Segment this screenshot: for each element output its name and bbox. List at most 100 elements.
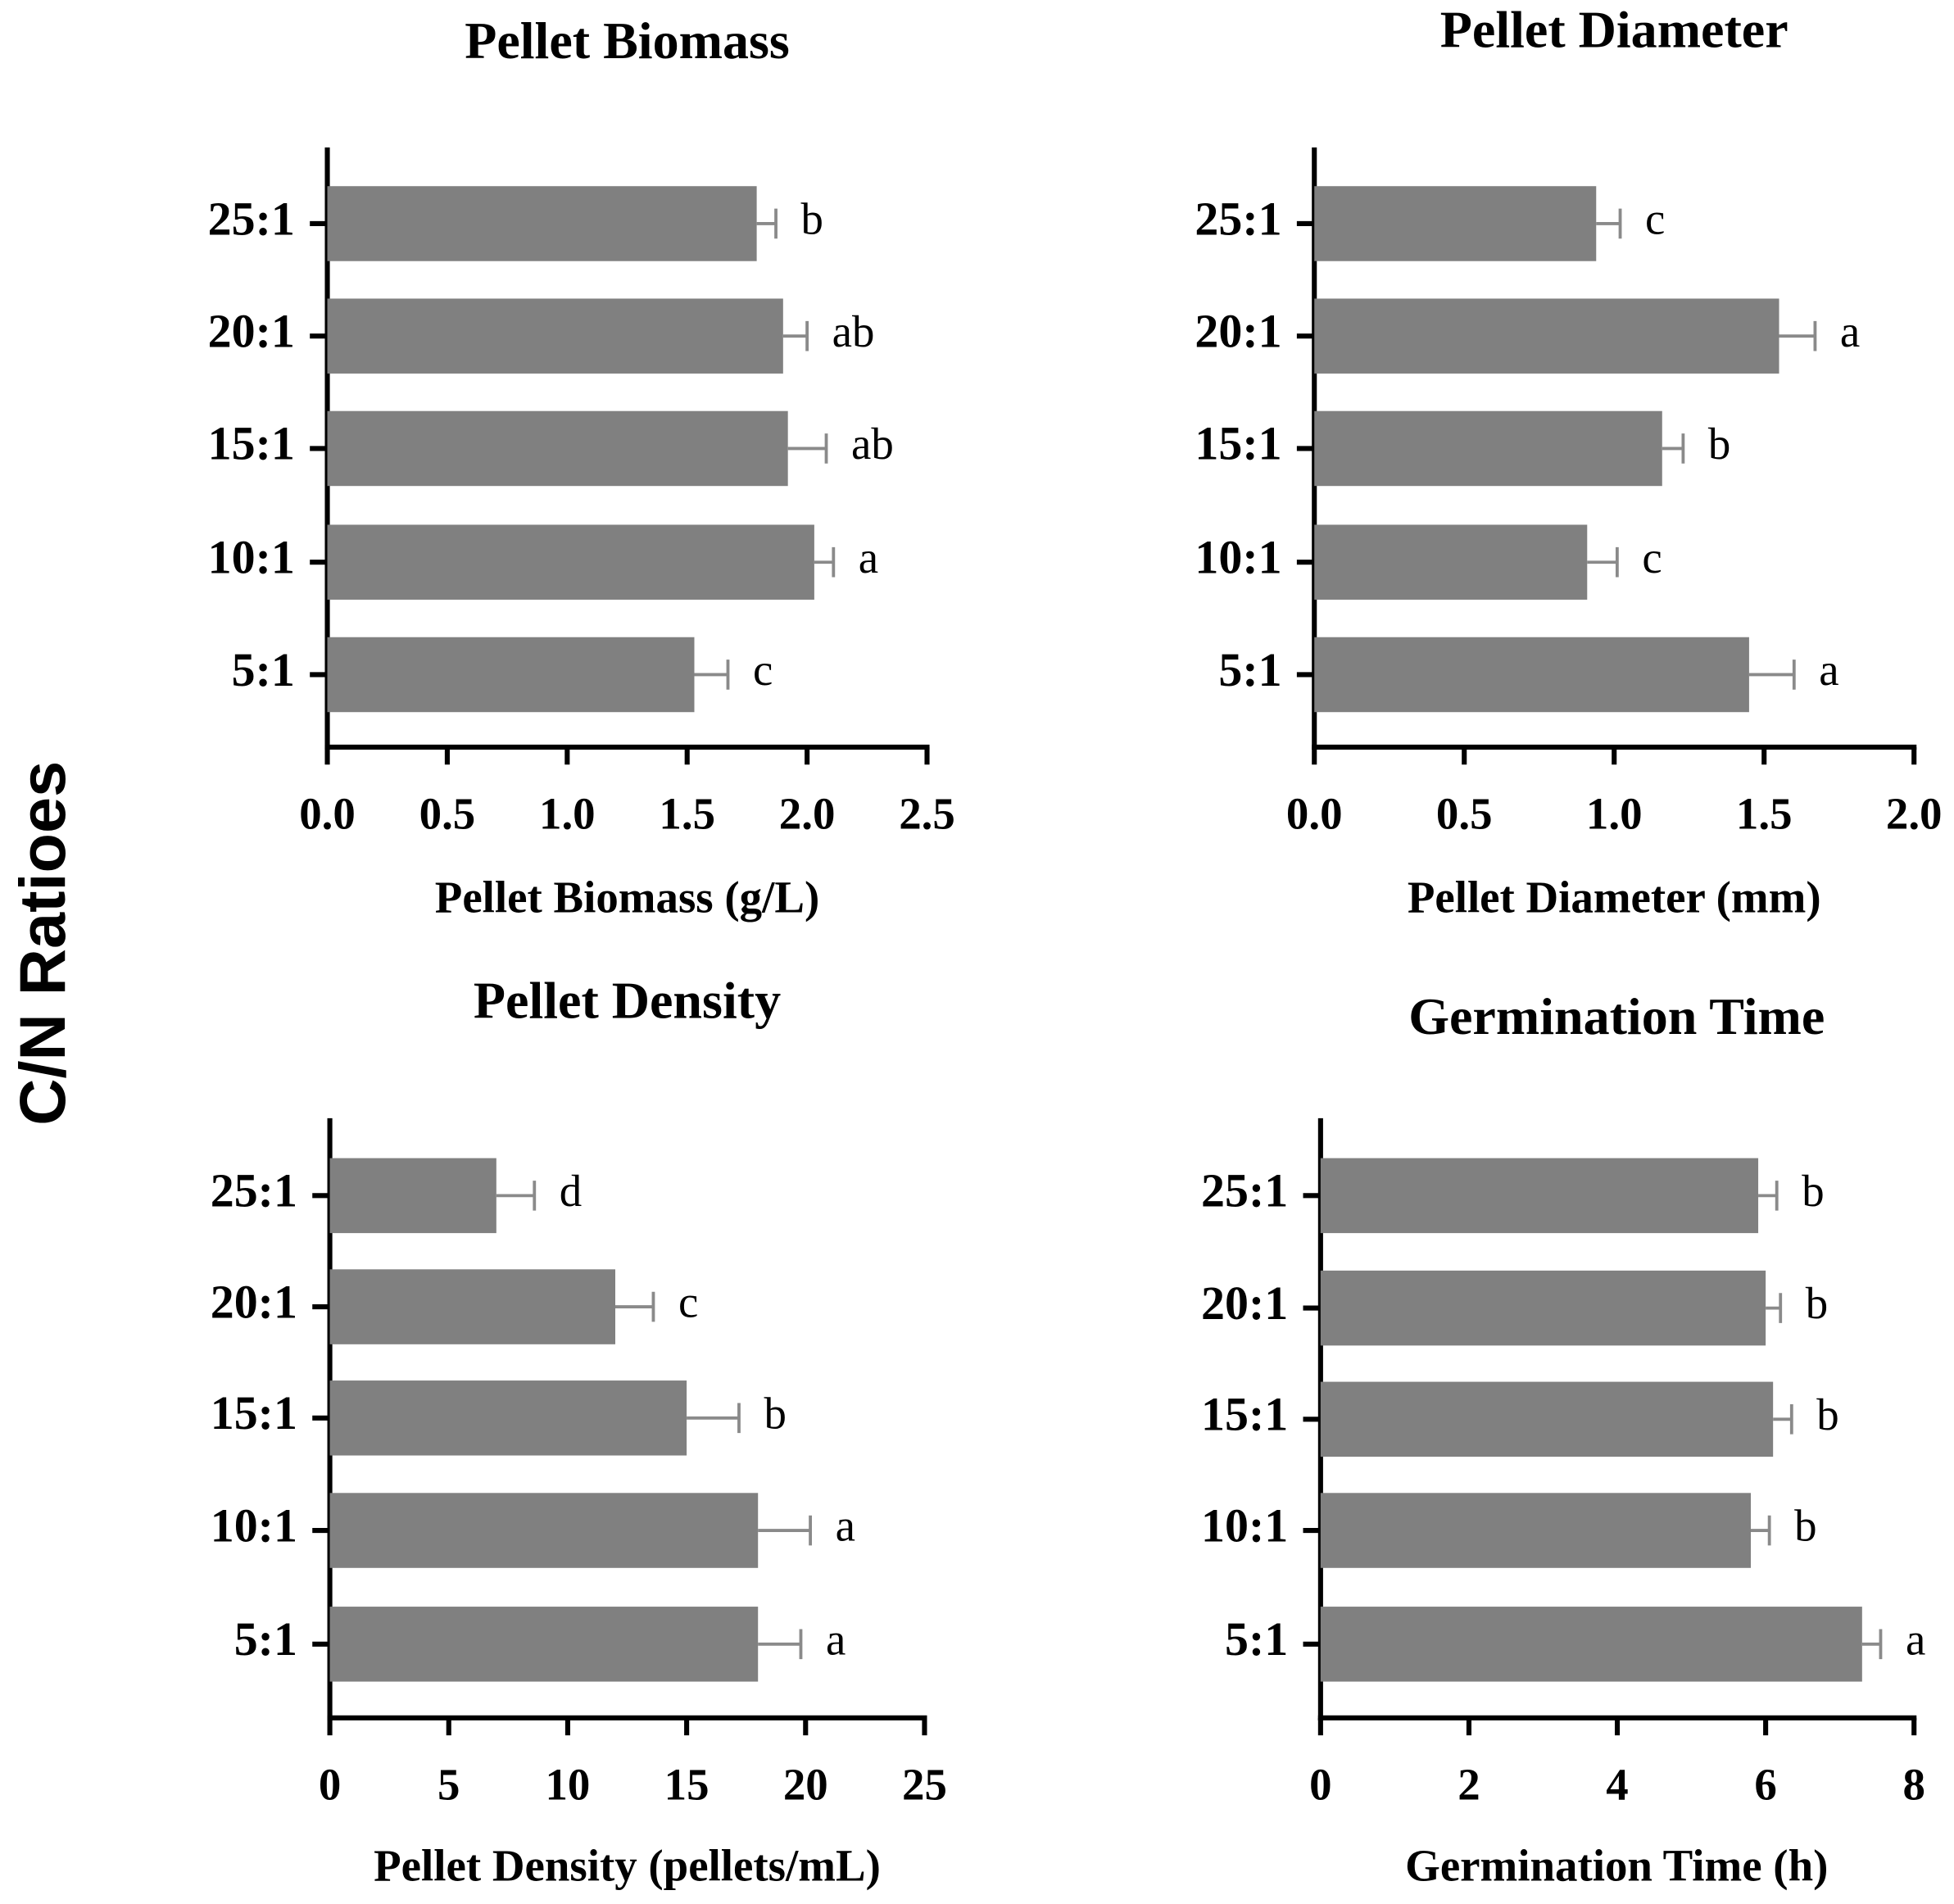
bar — [1314, 298, 1779, 374]
bar — [329, 1269, 616, 1344]
x-axis-label: Germination Time (h) — [1405, 1840, 1828, 1890]
y-tick-label: 25:1 — [208, 192, 295, 245]
bar — [1320, 1381, 1774, 1457]
error-bar — [787, 433, 828, 464]
y-tick-label: 15:1 — [211, 1386, 297, 1439]
y-tick-label: 10:1 — [211, 1498, 297, 1552]
error-bar — [758, 1629, 803, 1660]
bar — [1320, 1270, 1766, 1346]
bar — [1314, 524, 1588, 600]
y-tick-label: 25:1 — [1195, 192, 1281, 245]
x-tick-label: 0 — [319, 1759, 341, 1809]
error-bar — [756, 208, 778, 239]
error-bar — [1662, 433, 1685, 464]
y-tick-label: 15:1 — [1201, 1388, 1288, 1441]
x-tick-label: 8 — [1902, 1759, 1925, 1809]
error-bar — [1587, 546, 1619, 578]
significance-letter: b — [1806, 1278, 1828, 1328]
x-axis-label: Pellet Diameter (mm) — [1408, 873, 1821, 923]
bar — [1320, 1493, 1752, 1568]
y-tick-label: 5:1 — [234, 1612, 297, 1666]
bar — [1320, 1158, 1759, 1234]
significance-letter: a — [826, 1614, 846, 1664]
significance-letter: a — [836, 1501, 855, 1551]
y-tick-label: 10:1 — [208, 531, 295, 584]
bar — [1320, 1607, 1862, 1682]
significance-letter: a — [859, 533, 878, 583]
x-axis-label: Pellet Density (pellets/mL) — [374, 1840, 881, 1890]
bar — [1314, 637, 1749, 713]
chart-title: Pellet Density — [474, 971, 781, 1029]
y-tick-label: 20:1 — [208, 305, 295, 358]
x-tick-label: 2 — [1458, 1759, 1480, 1809]
error-bar — [1596, 208, 1622, 239]
significance-letter: a — [1906, 1614, 1925, 1664]
significance-letter: c — [1645, 194, 1665, 244]
y-tick-label: 25:1 — [1201, 1164, 1288, 1217]
error-bar — [615, 1291, 655, 1322]
error-bar — [1773, 1404, 1793, 1435]
y-tick-label: 5:1 — [1218, 643, 1281, 696]
x-tick-label: 0 — [1309, 1759, 1331, 1809]
x-tick-label: 20 — [783, 1759, 828, 1809]
y-tick-label: 15:1 — [208, 417, 295, 470]
significance-letter: ab — [851, 419, 894, 469]
y-tick-label: 10:1 — [1201, 1498, 1288, 1552]
y-tick-label: 20:1 — [1195, 305, 1281, 358]
bar — [329, 1380, 687, 1456]
chart-title: Germination Time — [1408, 987, 1825, 1045]
chart-title: Pellet Biomass — [465, 11, 790, 70]
significance-letter: a — [1819, 645, 1838, 695]
y-tick-label: 25:1 — [211, 1164, 297, 1217]
bar — [327, 524, 814, 600]
x-tick-label: 25 — [902, 1759, 947, 1809]
significance-letter: ab — [832, 306, 875, 356]
shared-y-label: C/N Ratioes — [6, 761, 79, 1126]
significance-letter: b — [764, 1388, 786, 1438]
bar — [1314, 186, 1597, 261]
error-bar — [1861, 1629, 1883, 1660]
x-tick-label: 1.0 — [1586, 788, 1643, 838]
bar — [327, 298, 783, 374]
error-bar — [758, 1515, 812, 1546]
x-tick-label: 2.0 — [779, 788, 836, 838]
significance-letter: a — [1840, 306, 1860, 356]
x-tick-label: 2.0 — [1886, 788, 1943, 838]
significance-letter: c — [753, 645, 773, 695]
significance-letter: b — [1794, 1501, 1816, 1551]
chart-title: Pellet Diameter — [1440, 0, 1789, 58]
significance-letter: b — [1802, 1166, 1824, 1216]
error-bar — [1748, 660, 1796, 690]
y-tick-label: 10:1 — [1195, 531, 1281, 584]
significance-letter: d — [560, 1166, 582, 1216]
error-bar — [1766, 1293, 1783, 1323]
error-bar — [1751, 1515, 1771, 1546]
error-bar — [687, 1403, 741, 1434]
bar — [1314, 410, 1662, 487]
error-bar — [814, 546, 836, 578]
bar — [327, 186, 757, 261]
y-tick-label: 20:1 — [211, 1275, 297, 1328]
error-bar — [694, 660, 730, 690]
x-tick-label: 10 — [545, 1759, 590, 1809]
bar — [329, 1607, 759, 1682]
x-tick-label: 5 — [437, 1759, 460, 1809]
x-tick-label: 6 — [1754, 1759, 1776, 1809]
y-tick-label: 5:1 — [232, 643, 295, 696]
significance-letter: b — [801, 194, 823, 244]
x-tick-label: 15 — [664, 1759, 710, 1809]
x-tick-label: 0.0 — [299, 788, 356, 838]
y-tick-label: 20:1 — [1201, 1276, 1288, 1330]
x-tick-label: 0.5 — [1436, 788, 1493, 838]
bar — [329, 1158, 496, 1234]
y-tick-label: 5:1 — [1225, 1612, 1288, 1666]
x-tick-label: 2.5 — [899, 788, 955, 838]
significance-letter: c — [1642, 533, 1662, 583]
significance-letter: c — [678, 1277, 698, 1327]
error-bar — [782, 320, 809, 351]
bar — [327, 410, 788, 487]
significance-letter: b — [1708, 419, 1730, 469]
error-bar — [1758, 1181, 1779, 1211]
x-tick-label: 1.5 — [659, 788, 715, 838]
